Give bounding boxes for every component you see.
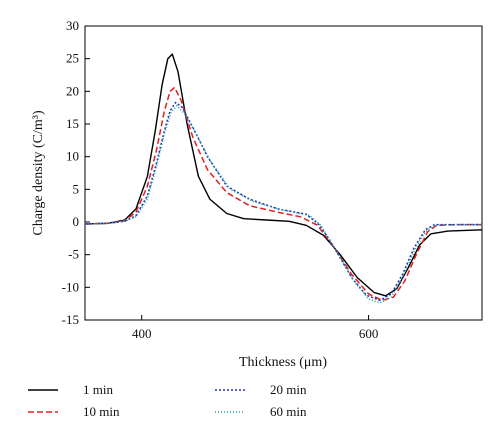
- y-tick-label: -5: [68, 247, 79, 262]
- series-line-60-min: [84, 104, 482, 304]
- y-tick-label: 20: [66, 83, 79, 98]
- axis-layer: -15 -10 -5 0 5 10 15 20 25 30 400 600: [62, 18, 379, 341]
- y-tick-label: 25: [66, 51, 79, 66]
- series-layer: [84, 53, 483, 304]
- plot-area-border: [84, 25, 483, 321]
- legend-label: 20 min: [270, 382, 307, 397]
- y-tick-label: 30: [66, 18, 79, 33]
- y-tick-label: 5: [73, 181, 80, 196]
- y-tick-label: -10: [62, 279, 79, 294]
- legend-label: 1 min: [83, 382, 113, 397]
- series-line-20-min: [84, 101, 482, 302]
- x-tick-label: 600: [359, 326, 379, 341]
- plot-frame: [84, 25, 483, 321]
- y-axis-label: Charge density (C/m³): [31, 110, 46, 236]
- y-tick-label: 0: [73, 214, 80, 229]
- y-tick-label: 10: [66, 149, 79, 164]
- x-tick-label: 400: [132, 326, 152, 341]
- y-tick-label: 15: [66, 116, 79, 131]
- legend-label: 60 min: [270, 404, 307, 419]
- series-line-1-min: [84, 53, 483, 297]
- legend: 1 min 10 min 20 min 60 min: [28, 382, 307, 419]
- x-axis-label: Thickness (μm): [239, 355, 327, 370]
- legend-label: 10 min: [83, 404, 120, 419]
- y-tick-label: -15: [62, 312, 79, 327]
- series-line-10-min: [84, 86, 482, 302]
